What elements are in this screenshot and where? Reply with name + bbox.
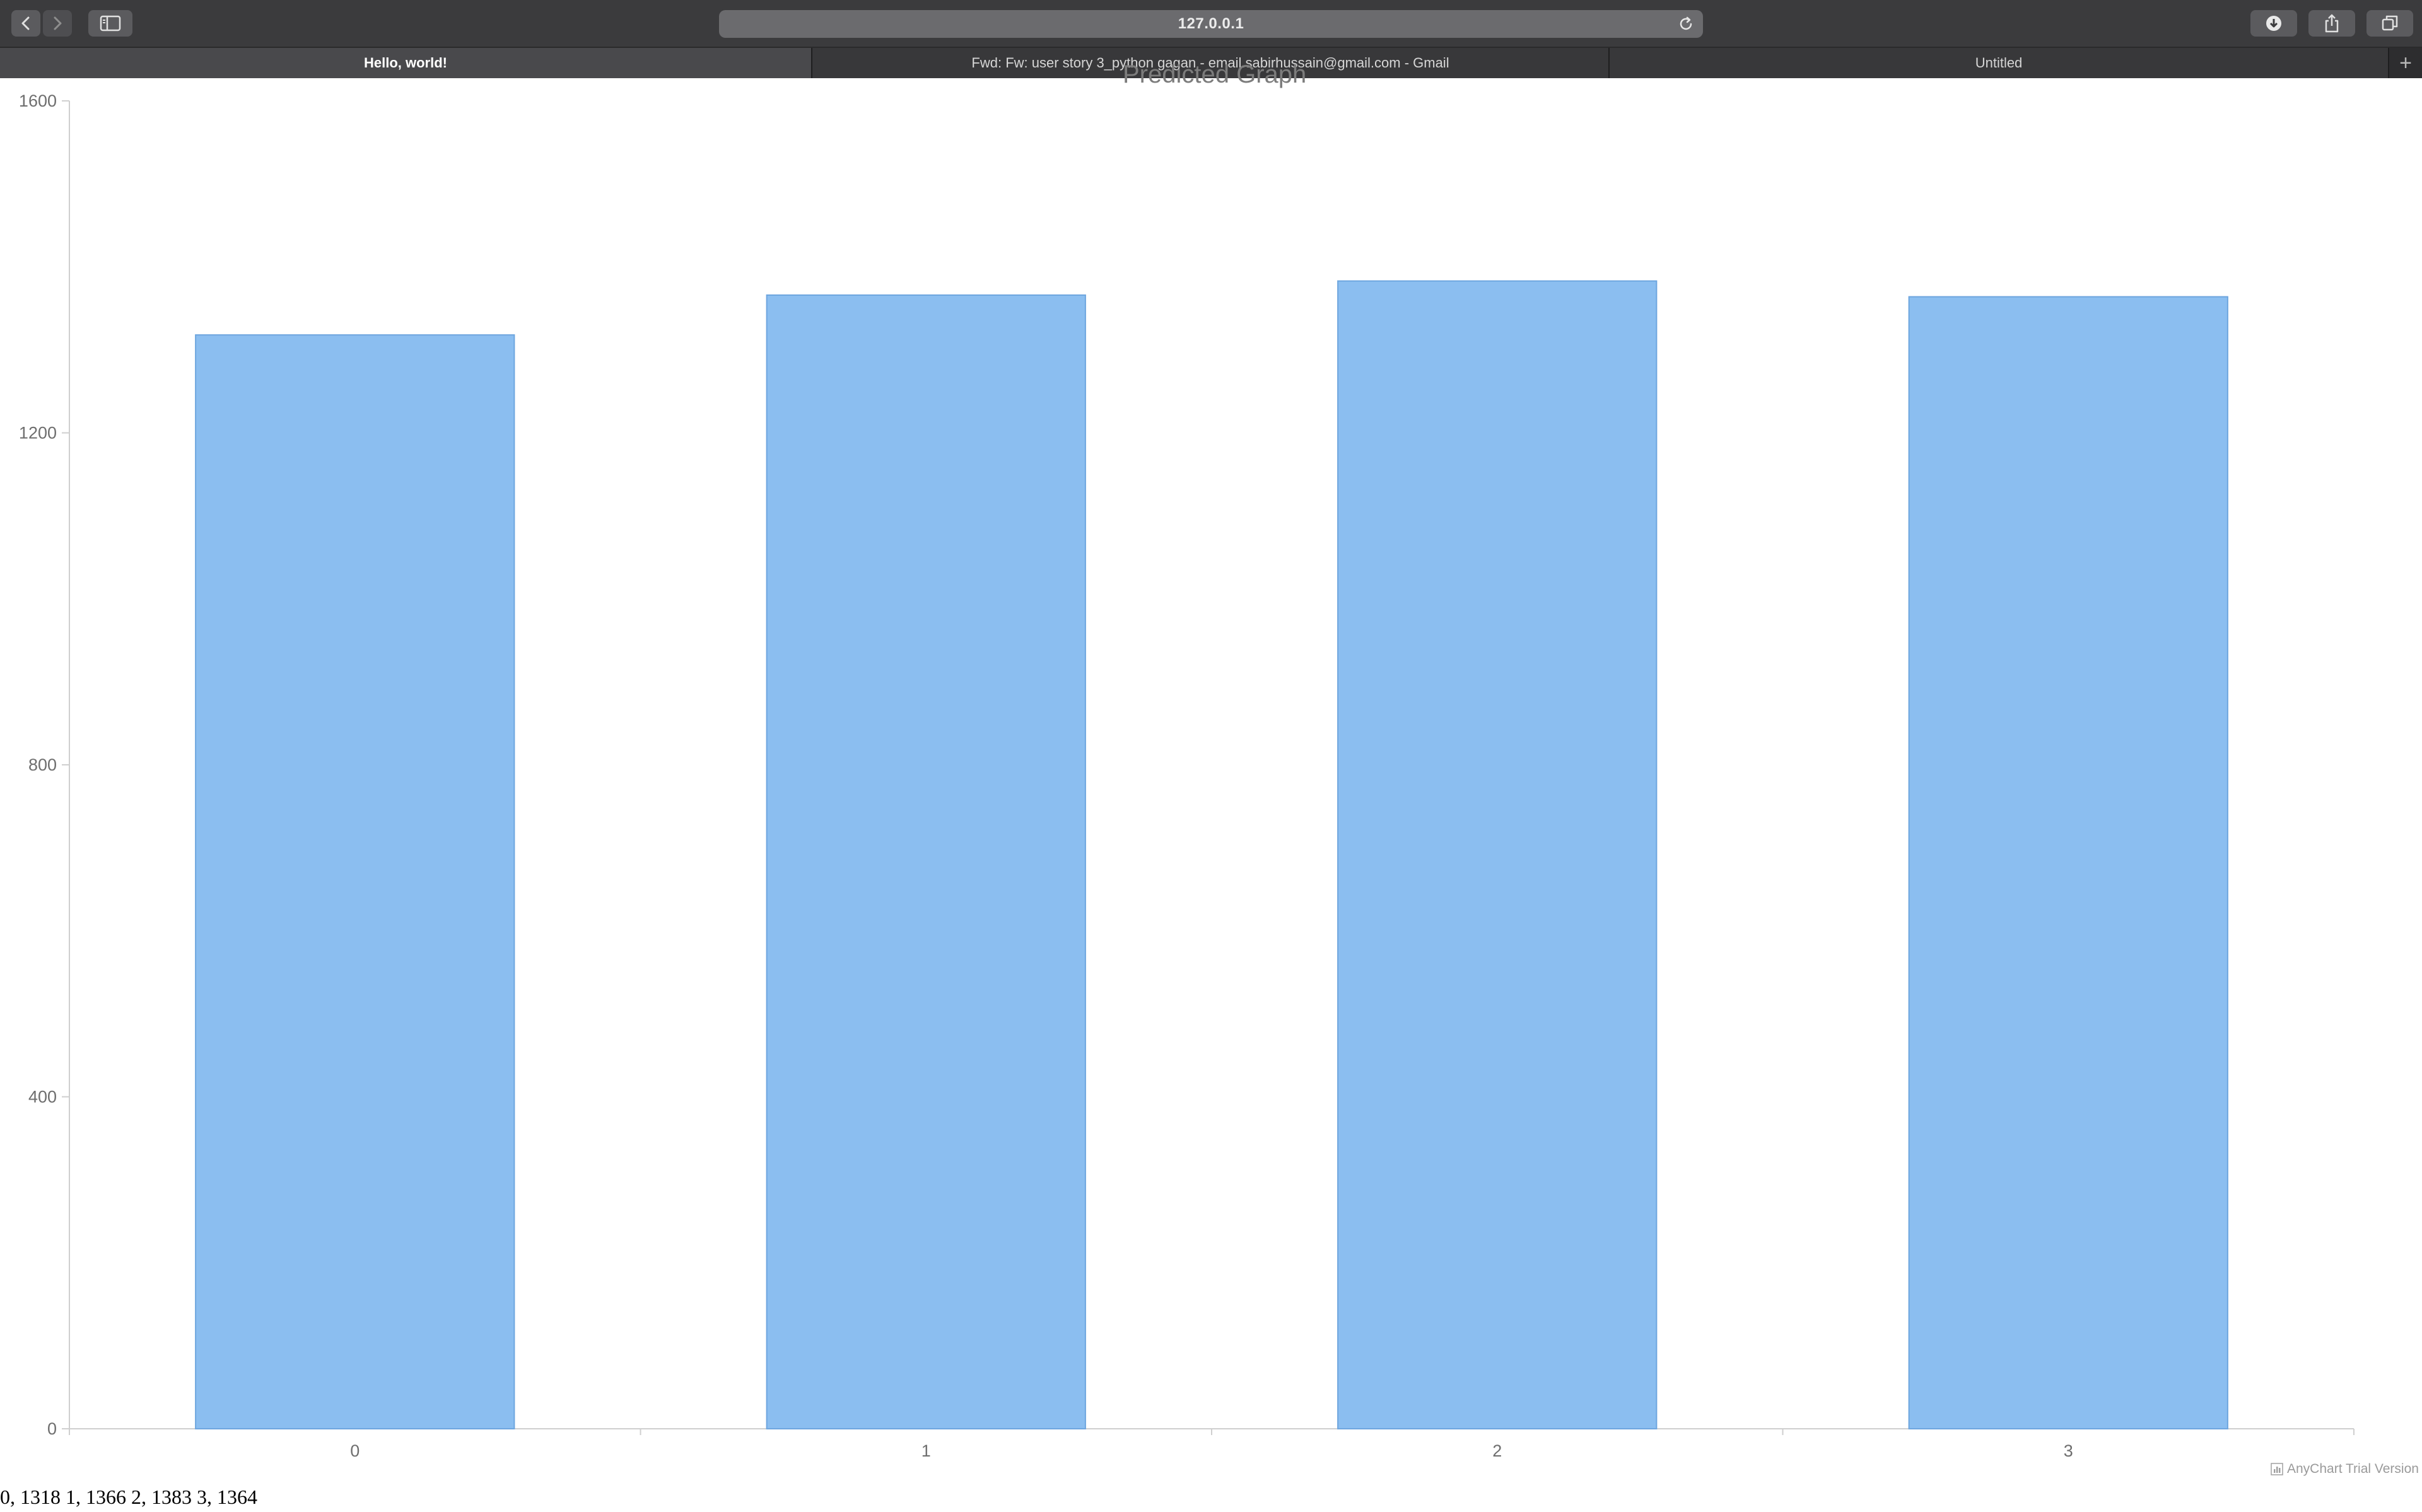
x-tick-label: 1 [921,1441,931,1459]
y-tick-label: 0 [47,1419,57,1438]
share-icon [2325,14,2339,33]
share-button[interactable] [2308,10,2355,37]
tabs-overview-button[interactable] [2366,10,2413,37]
bar-3 [1908,296,2228,1429]
download-icon [2266,16,2281,31]
bar-0 [195,334,515,1429]
credit-text: AnyChart Trial Version [2287,1462,2419,1476]
browser-toolbar: 127.0.0.1 [0,0,2422,48]
address-bar[interactable]: 127.0.0.1 [719,10,1703,38]
chart-title: Predicted Graph [1123,61,1307,88]
anychart-credit[interactable]: AnyChart Trial Version [2271,1462,2419,1477]
prediction-output: 0, 1318 1, 1366 2, 1383 3, 1364 [0,1486,257,1508]
bar-2 [1337,280,1658,1430]
tab-bar: Hello, world! Fwd: Fw: user story 3_pyth… [0,48,2422,78]
x-tick-label: 2 [1492,1441,1502,1459]
tab-label: Fwd: Fw: user story 3_python gagan - ema… [971,55,1449,71]
y-tick-label: 1600 [19,91,57,110]
tab-label: Hello, world! [364,55,447,71]
x-tick-label: 3 [2064,1441,2073,1459]
x-tick-label: 0 [350,1441,360,1459]
new-tab-button[interactable]: + [2389,48,2422,78]
y-tick-label: 400 [28,1088,57,1107]
reload-icon [1680,16,1692,30]
y-tick-label: 800 [28,755,57,774]
chevron-left-icon [21,16,30,30]
downloads-button[interactable] [2250,10,2297,37]
reload-button[interactable] [1678,16,1694,35]
bar-chart: 0 400 800 1200 1600 0 1 2 3 [19,91,2355,1459]
chart-logo-icon [2271,1463,2283,1475]
tab-label: Untitled [1975,55,2023,71]
y-tick-label: 1200 [19,424,57,443]
back-button[interactable] [11,10,40,37]
sidebar-button[interactable] [88,10,132,37]
plus-icon: + [2399,50,2412,75]
tabs-overview-icon [2382,15,2398,31]
tab-gmail[interactable]: Fwd: Fw: user story 3_python gagan - ema… [812,48,1610,78]
bar-1 [766,294,1086,1430]
chevron-right-icon [54,16,62,30]
tab-hello-world[interactable]: Hello, world! [0,48,812,78]
address-text: 127.0.0.1 [1178,15,1244,32]
forward-button[interactable] [43,10,72,37]
sidebar-icon [100,15,121,32]
tab-untitled[interactable]: Untitled [1610,48,2389,78]
